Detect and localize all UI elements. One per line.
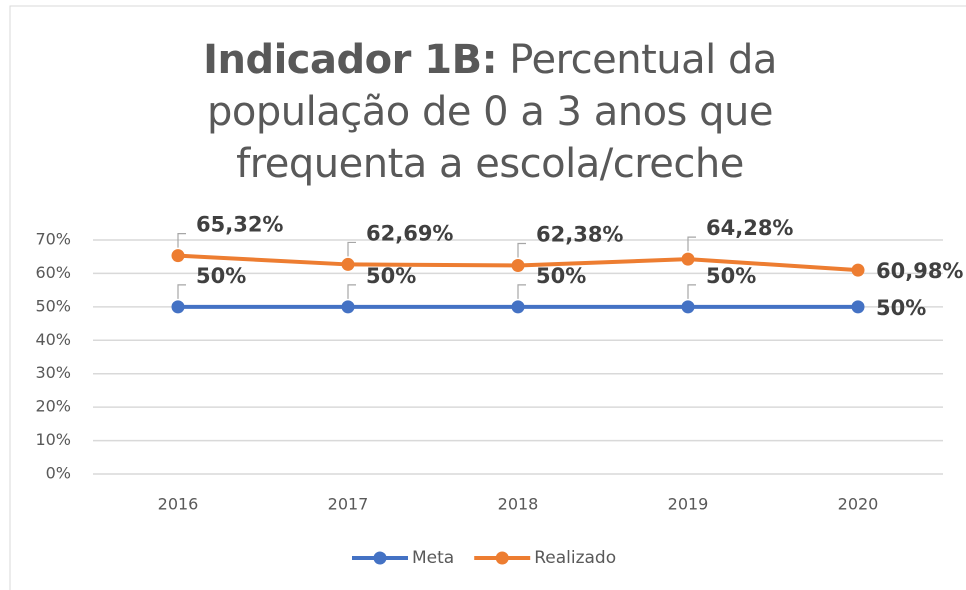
legend-marker bbox=[373, 551, 387, 565]
y-tick-label: 60% bbox=[35, 263, 71, 282]
data-label: 50% bbox=[706, 264, 756, 288]
y-tick-label: 30% bbox=[35, 363, 71, 382]
data-label: 62,69% bbox=[366, 221, 453, 245]
chart-title-prefix: Indicador 1B: bbox=[203, 37, 498, 83]
point bbox=[341, 257, 355, 271]
point bbox=[511, 300, 525, 314]
data-label: 62,38% bbox=[536, 222, 623, 246]
y-tick-label: 70% bbox=[35, 230, 71, 249]
chart-border bbox=[9, 5, 966, 590]
x-tick-label: 2016 bbox=[158, 495, 199, 514]
y-tick-label: 40% bbox=[35, 330, 71, 349]
point bbox=[171, 300, 185, 314]
legend-label: Realizado bbox=[534, 548, 616, 568]
point bbox=[851, 300, 865, 314]
y-tick-label: 0% bbox=[46, 464, 71, 483]
leader-line bbox=[347, 284, 356, 299]
point bbox=[681, 300, 695, 314]
leader-line bbox=[517, 284, 526, 299]
point bbox=[341, 300, 355, 314]
x-tick-label: 2018 bbox=[498, 495, 539, 514]
leader-line bbox=[687, 236, 696, 252]
data-label: 50% bbox=[366, 264, 416, 288]
data-label: 60,98% bbox=[876, 259, 963, 283]
point bbox=[681, 252, 695, 266]
data-label: 50% bbox=[196, 264, 246, 288]
legend-marker bbox=[495, 551, 509, 565]
data-label: 65,32% bbox=[196, 213, 283, 237]
point bbox=[851, 263, 865, 277]
y-tick-label: 10% bbox=[35, 430, 71, 449]
y-tick-label: 20% bbox=[35, 397, 71, 416]
data-label: 64,28% bbox=[706, 216, 793, 240]
chart-title: Percentual da população de 0 a 3 anos qu… bbox=[207, 37, 777, 187]
leader-line bbox=[347, 241, 356, 257]
point bbox=[171, 249, 185, 263]
data-label: 50% bbox=[536, 264, 586, 288]
leader-line bbox=[177, 233, 186, 248]
x-tick-label: 2020 bbox=[838, 495, 879, 514]
leader-line bbox=[177, 284, 186, 299]
x-tick-label: 2019 bbox=[668, 495, 709, 514]
y-tick-label: 50% bbox=[35, 296, 71, 315]
data-label: 50% bbox=[876, 296, 926, 320]
point bbox=[511, 258, 525, 272]
leader-line bbox=[687, 284, 696, 299]
legend-label: Meta bbox=[412, 548, 454, 568]
x-tick-label: 2017 bbox=[328, 495, 369, 514]
chart-title-box: Indicador 1B: Percentual da população de… bbox=[150, 34, 830, 190]
leader-line bbox=[517, 242, 526, 258]
